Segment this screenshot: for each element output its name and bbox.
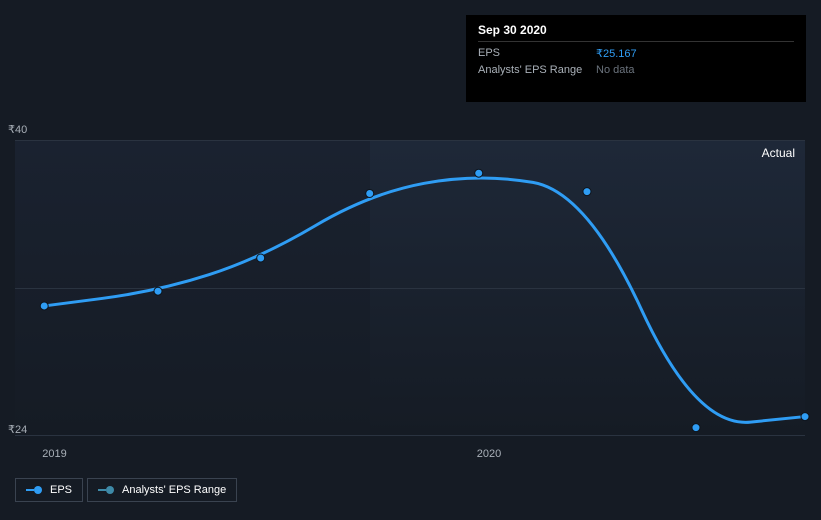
eps-point[interactable] <box>583 188 591 196</box>
eps-point[interactable] <box>692 424 700 432</box>
line-chart-svg <box>15 140 805 435</box>
x-axis-tick: 2019 <box>42 448 66 460</box>
x-axis-tick: 2020 <box>477 448 501 460</box>
legend-item-analysts-eps-range[interactable]: Analysts' EPS Range <box>87 478 237 502</box>
eps-line <box>44 178 805 422</box>
legend-label: Analysts' EPS Range <box>122 484 226 496</box>
tooltip-label: Analysts' EPS Range <box>478 64 596 76</box>
legend-swatch <box>98 486 114 494</box>
tooltip-title: Sep 30 2020 <box>478 23 794 42</box>
legend-swatch <box>26 486 42 494</box>
chart-plot-area[interactable]: Actual <box>15 140 805 435</box>
gridline <box>15 435 805 436</box>
tooltip-label: EPS <box>478 47 596 60</box>
eps-point[interactable] <box>154 287 162 295</box>
legend-label: EPS <box>50 484 72 496</box>
eps-point[interactable] <box>475 169 483 177</box>
eps-point[interactable] <box>801 413 809 421</box>
chart-tooltip: Sep 30 2020 EPS ₹25.167 Analysts' EPS Ra… <box>466 15 806 102</box>
eps-point[interactable] <box>257 254 265 262</box>
chart-legend: EPS Analysts' EPS Range <box>15 478 237 502</box>
tooltip-row: Analysts' EPS Range No data <box>478 62 794 78</box>
tooltip-row: EPS ₹25.167 <box>478 45 794 62</box>
tooltip-value: ₹25.167 <box>596 47 637 60</box>
eps-point[interactable] <box>40 302 48 310</box>
tooltip-value: No data <box>596 64 635 76</box>
y-axis-tick: ₹40 <box>8 123 27 136</box>
eps-point[interactable] <box>366 189 374 197</box>
legend-item-eps[interactable]: EPS <box>15 478 83 502</box>
